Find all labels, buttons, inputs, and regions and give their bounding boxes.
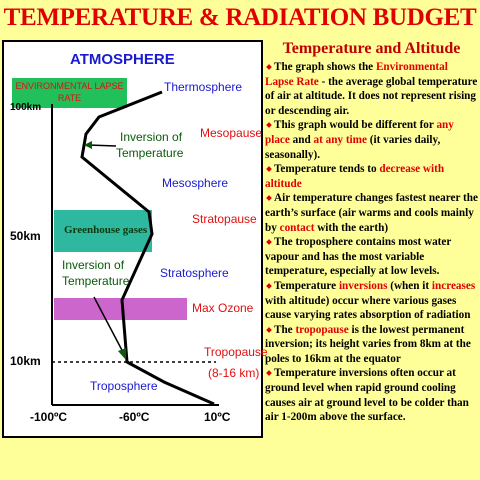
text: is the lowest permanent inversion; its h… xyxy=(265,323,471,365)
inversion-label: Inversion of xyxy=(62,258,125,272)
layer-label: (8-16 km) xyxy=(208,366,260,380)
highlight-text: contact xyxy=(279,221,315,234)
greenhouse-label: Greenhouse gases xyxy=(64,224,148,236)
title: TEMPERATURE & RADIATION BUDGET xyxy=(3,4,477,31)
bullet: The troposphere contains most water vapo… xyxy=(265,235,478,279)
lapse-box xyxy=(12,78,127,108)
text: - the average global temperature of air … xyxy=(265,75,478,117)
bullet-marker xyxy=(266,195,272,202)
lapse-curve xyxy=(80,90,215,406)
bullet: Temperature inversions often occur at gr… xyxy=(265,366,478,424)
text: Air temperature changes fastest nearer t… xyxy=(265,192,478,234)
layer-label: Mesosphere xyxy=(162,176,229,190)
bullet: Temperature tends to decrease with altit… xyxy=(265,162,478,191)
layer-label: Stratosphere xyxy=(160,266,229,280)
text: (when it xyxy=(387,279,432,292)
diagram-lines xyxy=(12,78,219,406)
highlight-text: any place xyxy=(265,119,454,146)
y-label: 100km xyxy=(10,102,42,113)
bullet: The graph shows the Environmental Lapse … xyxy=(265,60,478,118)
highlight-text: Environmental Lapse Rate xyxy=(265,61,448,88)
bullet-marker xyxy=(266,326,272,333)
diagram: ATMOSPHERE ENVIRONMENTAL LAPSE RATE 100k… xyxy=(2,40,268,438)
bullet-marker xyxy=(266,283,272,289)
notes-heading: Temperature and Altitude xyxy=(282,40,461,57)
notes: Temperature and Altitude The graph shows… xyxy=(265,40,478,425)
text: with the earth) xyxy=(314,221,389,234)
bullet-marker xyxy=(266,122,272,129)
text: This graph would be different for xyxy=(274,119,437,132)
bullet-list: The graph shows the Environmental Lapse … xyxy=(265,60,478,425)
text: The troposphere contains most water vapo… xyxy=(265,236,452,278)
layer-label: Thermosphere xyxy=(164,80,243,94)
bullet-marker xyxy=(266,370,272,377)
bullet: Temperature inversions (when it increase… xyxy=(265,279,478,323)
highlight-text: increases xyxy=(431,279,476,292)
y-label: 50km xyxy=(10,229,41,243)
bullet: The tropopause is the lowest permanent i… xyxy=(265,323,478,367)
arrow xyxy=(87,144,117,147)
highlight-text: decrease with altitude xyxy=(265,163,445,190)
bullet-marker xyxy=(266,239,272,245)
inversion-label: Temperature xyxy=(116,146,184,160)
arrowhead xyxy=(118,348,126,360)
highlight-text: at any time xyxy=(313,133,367,146)
inversion-label: Temperature xyxy=(62,274,130,288)
text: Temperature xyxy=(274,279,339,292)
bullet: This graph would be different for any pl… xyxy=(265,118,478,162)
layer-label: Troposphere xyxy=(90,379,158,393)
text: and xyxy=(289,133,314,146)
text: (it varies daily, seasonally). xyxy=(265,133,441,161)
layer-label: Mesopause xyxy=(200,126,263,140)
bullet-marker xyxy=(266,64,272,70)
text: Temperature tends to xyxy=(274,163,380,176)
text: The xyxy=(274,323,296,336)
highlight-text: inversions xyxy=(338,279,388,292)
bullet-marker xyxy=(266,166,272,172)
lapse-label: ENVIRONMENTAL LAPSE RATE xyxy=(15,81,124,103)
highlight-text: tropopause xyxy=(295,323,349,336)
text: The graph shows the xyxy=(274,61,376,73)
x-label: -60ºC xyxy=(119,410,150,424)
x-label: -100ºC xyxy=(30,410,68,424)
text: Temperature inversions often occur at gr… xyxy=(265,367,469,424)
x-label: 10ºC xyxy=(204,410,231,424)
inversion-label: Inversion of xyxy=(120,130,183,144)
arrowhead xyxy=(84,141,92,149)
layer-label: Tropopause xyxy=(204,345,268,359)
layer-label: Stratopause xyxy=(192,212,257,226)
diagram-heading: ATMOSPHERE xyxy=(70,51,175,68)
greenhouse-box xyxy=(54,210,152,252)
text: with altitude) occur where various gases… xyxy=(265,294,471,322)
arrow xyxy=(93,296,125,355)
layer-label: Max Ozone xyxy=(192,301,254,315)
y-label: 10km xyxy=(10,354,41,368)
bullet: Air temperature changes fastest nearer t… xyxy=(265,191,478,235)
ozone-box xyxy=(54,298,187,320)
